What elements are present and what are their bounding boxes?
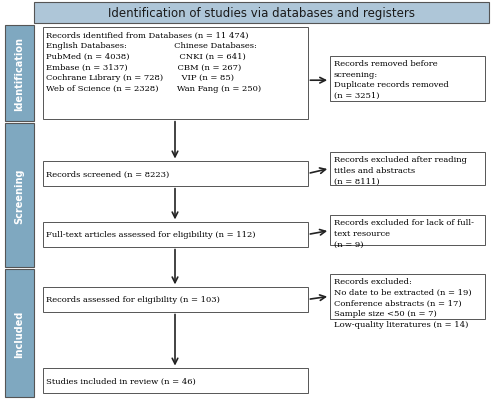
Text: Identification of studies via databases and registers: Identification of studies via databases … (108, 7, 415, 20)
FancyBboxPatch shape (42, 369, 308, 393)
FancyBboxPatch shape (330, 153, 485, 185)
FancyBboxPatch shape (42, 223, 308, 247)
FancyBboxPatch shape (42, 288, 308, 312)
Text: Identification: Identification (14, 37, 24, 111)
Text: Full-text articles assessed for eligibility (n = 112): Full-text articles assessed for eligibil… (46, 231, 256, 239)
FancyBboxPatch shape (330, 215, 485, 246)
FancyBboxPatch shape (5, 26, 34, 122)
FancyBboxPatch shape (42, 162, 308, 186)
FancyBboxPatch shape (34, 3, 489, 24)
Text: Screening: Screening (14, 168, 24, 223)
FancyBboxPatch shape (5, 124, 34, 267)
FancyBboxPatch shape (5, 269, 34, 397)
Text: Records identified from Databases (n = 11 474)
English Databases:               : Records identified from Databases (n = 1… (46, 32, 262, 93)
Text: Records screened (n = 8223): Records screened (n = 8223) (46, 170, 170, 178)
Text: Records removed before
screening:
Duplicate records removed
(n = 3251): Records removed before screening: Duplic… (334, 60, 449, 100)
FancyBboxPatch shape (42, 28, 308, 119)
FancyBboxPatch shape (330, 274, 485, 319)
Text: Records assessed for eligibility (n = 103): Records assessed for eligibility (n = 10… (46, 296, 220, 304)
Text: Included: Included (14, 309, 24, 357)
Text: Records excluded after reading
titles and abstracts
(n = 8111): Records excluded after reading titles an… (334, 156, 467, 185)
Text: Studies included in review (n = 46): Studies included in review (n = 46) (46, 377, 196, 385)
FancyBboxPatch shape (330, 57, 485, 101)
Text: Records excluded:
No date to be extracted (n = 19)
Conference abstracts (n = 17): Records excluded: No date to be extracte… (334, 277, 471, 328)
Text: Records excluded for lack of full-
text resource
(n = 9): Records excluded for lack of full- text … (334, 219, 474, 248)
